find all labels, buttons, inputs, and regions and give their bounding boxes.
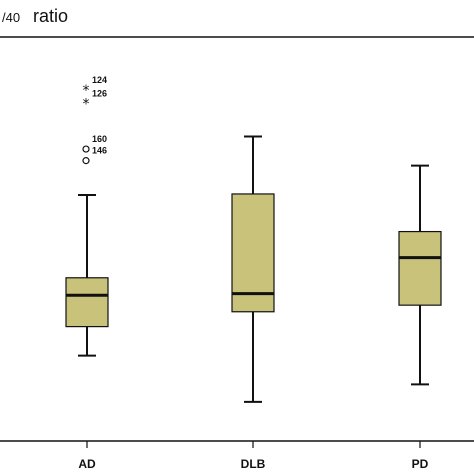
outlier-label-146: 146 bbox=[92, 146, 107, 156]
outlier-label-160: 160 bbox=[92, 134, 107, 144]
outlier-star-126: * bbox=[83, 97, 90, 113]
outlier-label-124: 124 bbox=[92, 75, 107, 85]
outlier-circle-146 bbox=[82, 157, 90, 165]
x-tick-label-ad: AD bbox=[78, 457, 96, 471]
chart-title-prefix: /40 bbox=[2, 10, 20, 25]
outlier-circle-160 bbox=[82, 145, 90, 153]
x-tick-label-dlb: DLB bbox=[241, 457, 266, 471]
x-tick-label-pd: PD bbox=[412, 457, 429, 471]
outlier-star-124: * bbox=[83, 83, 90, 99]
box-pd bbox=[398, 230, 442, 306]
outlier-label-126: 126 bbox=[92, 89, 107, 99]
chart-title: ratio bbox=[33, 6, 68, 26]
box-ad bbox=[65, 277, 109, 328]
